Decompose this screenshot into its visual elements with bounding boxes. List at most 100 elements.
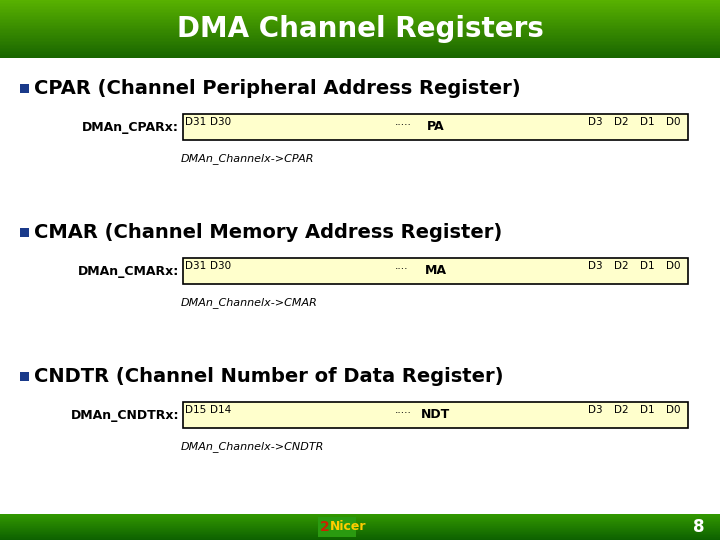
Text: D31: D31 xyxy=(185,117,206,127)
Text: Nicer: Nicer xyxy=(330,521,366,534)
Text: DMAn_CNDTRx:: DMAn_CNDTRx: xyxy=(71,408,179,422)
Text: D14: D14 xyxy=(210,405,231,415)
Bar xyxy=(0,532,720,533)
Bar xyxy=(0,536,720,537)
Text: DMAn_CMARx:: DMAn_CMARx: xyxy=(78,265,179,278)
Text: ....: .... xyxy=(395,261,409,271)
Bar xyxy=(0,18,720,21)
Bar xyxy=(0,531,720,532)
Text: CNDTR (Channel Number of Data Register): CNDTR (Channel Number of Data Register) xyxy=(34,367,503,386)
Bar xyxy=(0,537,720,539)
Bar xyxy=(0,36,720,38)
Bar xyxy=(0,526,720,528)
Text: D0: D0 xyxy=(666,405,680,415)
Text: D1: D1 xyxy=(640,405,654,415)
Bar xyxy=(0,516,720,517)
Bar xyxy=(0,23,720,25)
Bar xyxy=(0,516,720,517)
Bar xyxy=(183,258,688,284)
Bar xyxy=(0,527,720,528)
Text: D2: D2 xyxy=(614,405,629,415)
Text: D3: D3 xyxy=(588,405,603,415)
Text: DMAn_CPARx:: DMAn_CPARx: xyxy=(82,120,179,133)
Bar xyxy=(0,0,720,2)
Bar xyxy=(0,21,720,23)
Text: D0: D0 xyxy=(666,117,680,127)
Text: D1: D1 xyxy=(640,261,654,271)
Bar xyxy=(0,50,720,52)
Bar xyxy=(0,40,720,42)
Bar xyxy=(0,8,720,10)
Bar xyxy=(0,4,720,6)
Bar xyxy=(0,521,720,523)
Text: .....: ..... xyxy=(395,405,412,415)
Bar xyxy=(0,43,720,45)
Bar xyxy=(0,29,720,30)
Bar xyxy=(0,535,720,536)
FancyBboxPatch shape xyxy=(318,517,356,537)
Bar xyxy=(0,20,720,22)
Bar xyxy=(0,30,720,32)
Bar xyxy=(0,520,720,521)
Text: CPAR (Channel Peripheral Address Register): CPAR (Channel Peripheral Address Registe… xyxy=(34,78,521,98)
Bar xyxy=(0,517,720,518)
Bar xyxy=(20,84,29,92)
Bar xyxy=(0,532,720,534)
Text: D30: D30 xyxy=(210,117,231,127)
Bar xyxy=(20,372,29,381)
Bar xyxy=(0,10,720,11)
Bar xyxy=(0,523,720,524)
Bar xyxy=(0,46,720,48)
Bar xyxy=(0,528,720,529)
Bar xyxy=(0,53,720,55)
Bar xyxy=(0,530,720,531)
Bar xyxy=(0,33,720,35)
Text: D1: D1 xyxy=(640,117,654,127)
Bar xyxy=(0,519,720,521)
Bar xyxy=(0,42,720,44)
Bar xyxy=(0,526,720,527)
Text: MA: MA xyxy=(425,265,446,278)
Text: D2: D2 xyxy=(614,261,629,271)
Bar xyxy=(0,5,720,7)
Bar xyxy=(0,39,720,40)
Bar xyxy=(0,16,720,17)
Bar xyxy=(0,536,720,537)
Bar xyxy=(0,56,720,58)
Bar xyxy=(0,537,720,538)
Bar xyxy=(0,24,720,26)
Bar xyxy=(0,1,720,3)
Bar xyxy=(0,17,720,19)
Bar xyxy=(0,521,720,522)
Bar xyxy=(0,55,720,57)
Text: D30: D30 xyxy=(210,261,231,271)
Bar xyxy=(0,48,720,49)
Bar xyxy=(0,27,720,29)
Bar xyxy=(183,114,688,140)
Text: DMAn_Channelx->CPAR: DMAn_Channelx->CPAR xyxy=(181,153,315,165)
Bar xyxy=(0,524,720,526)
Bar xyxy=(0,525,720,526)
Text: 2: 2 xyxy=(320,520,330,534)
Bar xyxy=(0,14,720,16)
Bar xyxy=(0,538,720,539)
Bar xyxy=(0,514,720,515)
Bar xyxy=(0,44,720,46)
Bar xyxy=(0,534,720,535)
Bar xyxy=(0,519,720,520)
Bar xyxy=(0,514,720,515)
Bar xyxy=(0,539,720,540)
Bar xyxy=(0,529,720,530)
Bar xyxy=(0,530,720,531)
Bar xyxy=(0,2,720,4)
Bar xyxy=(0,524,720,525)
Text: CMAR (Channel Memory Address Register): CMAR (Channel Memory Address Register) xyxy=(34,222,503,241)
Bar xyxy=(0,533,720,534)
Bar xyxy=(0,31,720,33)
Text: NDT: NDT xyxy=(421,408,450,422)
Bar xyxy=(0,522,720,523)
Bar xyxy=(0,529,720,530)
Bar xyxy=(0,37,720,39)
Bar xyxy=(0,518,720,519)
Bar xyxy=(0,49,720,51)
